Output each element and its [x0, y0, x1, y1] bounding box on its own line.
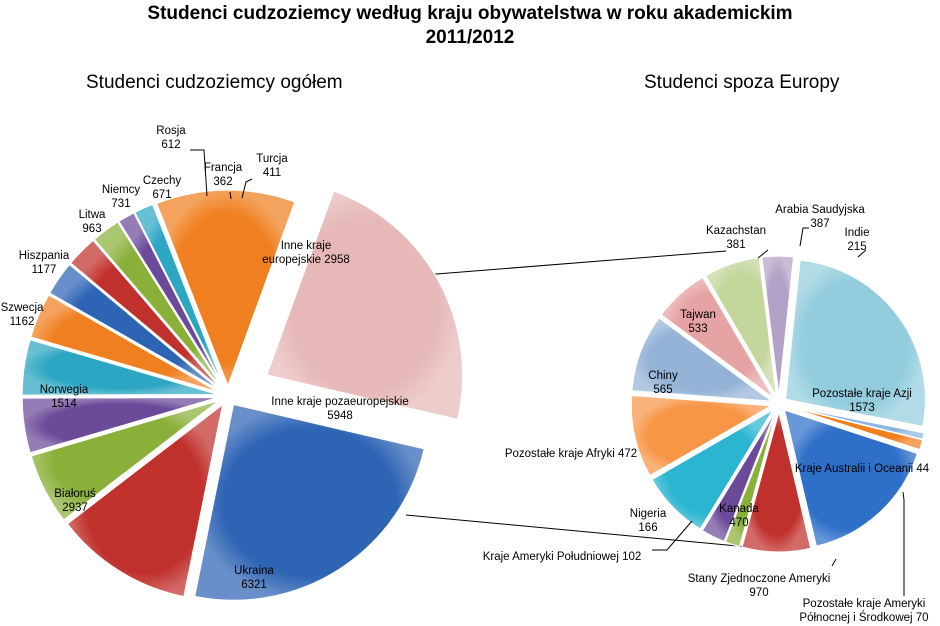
right-slice-shine — [784, 409, 918, 547]
left-label-czechy: Czechy 671 — [143, 175, 182, 201]
left-slice-shine — [49, 264, 220, 391]
leader-line-indie — [857, 249, 867, 258]
leader-line-kazachstan — [757, 249, 769, 259]
chart-title-line-1: Studenci cudzoziemcy według kraju obywat… — [147, 3, 793, 24]
left-label-litwa: Litwa 963 — [79, 209, 106, 235]
right-label-kanada: Kanada 470 — [719, 503, 759, 529]
right-pie-title: Studenci spoza Europy — [644, 72, 840, 93]
right-label-nigeria: Nigeria 166 — [630, 508, 667, 534]
left-slice-shine — [118, 212, 224, 388]
zoom-connector-top — [385, 250, 727, 279]
left-slice-shine — [266, 190, 463, 420]
right-pie-labels: Pozostałe kraje Azji 1573 Kraje Australii … — [483, 204, 930, 624]
right-slice-shine — [631, 395, 772, 476]
chart-title: Studenci cudzoziemcy według kraju obywat… — [0, 2, 940, 50]
label-leader-lines — [190, 149, 905, 596]
leader-line-rosja — [190, 149, 208, 197]
left-label-szwecja: Szwecja 1162 — [1, 302, 44, 328]
right-slice-shine — [742, 412, 811, 553]
right-label-pozostale-kraje-azji: Pozostałe kraje Azji 1573 — [812, 388, 912, 414]
right-label-kraje-ameryki-poludniowej-102: Kraje Ameryki Południowej 102 — [483, 551, 642, 563]
right-slice-shine — [725, 411, 777, 547]
right-label-kazachstan: Kazachstan 381 — [706, 225, 766, 251]
left-label-rosja: Rosja 612 — [156, 125, 186, 151]
left-pie — [21, 189, 464, 601]
left-slice-shine — [156, 189, 295, 386]
left-label-francja: Francja 362 — [204, 162, 243, 188]
right-label-indie: Indie 215 — [845, 227, 870, 253]
left-label-niemcy: Niemcy 731 — [102, 184, 141, 210]
left-label-norwegia: Norwegia 1514 — [40, 384, 89, 410]
right-slice-shine — [761, 255, 794, 396]
left-slice-shine — [134, 204, 224, 387]
right-label-arabia-saudyjska: Arabia Saudyjska 387 — [775, 204, 865, 230]
left-slice-shine — [67, 404, 223, 597]
leader-line-kraje-ameryki-poludniowej — [652, 520, 693, 551]
left-slice-shine — [194, 404, 425, 601]
right-slice-shine — [705, 257, 777, 397]
right-slice-shine — [652, 409, 774, 529]
right-label-kraje-australii-i-oceanii-44: Kraje Australii i Oceanii 44 — [795, 463, 930, 475]
left-slice-shine — [94, 222, 223, 388]
left-slice-shine — [31, 400, 220, 520]
right-slice-shine — [702, 411, 776, 542]
left-label-turcja: Turcja 411 — [256, 153, 288, 179]
left-label-bialorus: Białoruś 2937 — [54, 488, 96, 514]
left-label-inne-kraje: Inne kraje europejskie 2958 — [262, 240, 350, 266]
leader-line-pozostale-kraje-ameryki — [902, 491, 905, 596]
right-label-chiny: Chiny 565 — [648, 370, 678, 396]
right-label-pozostale-kraje-ameryki: Pozostałe kraje Ameryki Północnej i Środk… — [799, 598, 928, 624]
left-label-hiszpania: Hiszpania 1177 — [19, 250, 70, 276]
right-label-pozostale-kraje-afryki-472: Pozostałe kraje Afryki 472 — [505, 448, 637, 460]
left-pie-title: Studenci cudzoziemcy ogółem — [86, 72, 343, 93]
left-slice-shine — [30, 294, 219, 393]
right-slice-shine — [786, 406, 923, 450]
zoom-connector-lines — [385, 250, 771, 550]
right-label-stany-zjednoczone-ameryki: Stany Zjednoczone Ameryki 970 — [688, 573, 831, 599]
leader-line-turcja — [241, 178, 253, 199]
right-pie — [630, 255, 927, 553]
chart-title-line-2: 2011/2012 — [425, 27, 515, 48]
zoom-connector-bottom — [405, 514, 771, 550]
leader-line-francja — [229, 191, 232, 200]
left-slice-shine — [22, 339, 219, 396]
right-slice-shine — [661, 277, 774, 399]
left-slice-shine — [70, 240, 221, 389]
left-pie-labels: Inne kraje pozaeuropejskie 5948 Ukraina 632… — [1, 125, 409, 591]
leader-line-arabia-saudyjska — [799, 227, 809, 247]
right-label-tajwan: Tajwan 533 — [680, 309, 716, 335]
right-slice-shine — [785, 260, 926, 427]
leader-line-stany-zjednoczone — [831, 558, 837, 567]
right-slice-shine — [631, 317, 772, 402]
left-slice-shine — [22, 397, 219, 453]
left-label-inne-kraje-pozaeuropejskie: Inne kraje pozaeuropejskie 5948 — [271, 396, 408, 422]
left-label-ukraina: Ukraina 6321 — [234, 565, 274, 591]
